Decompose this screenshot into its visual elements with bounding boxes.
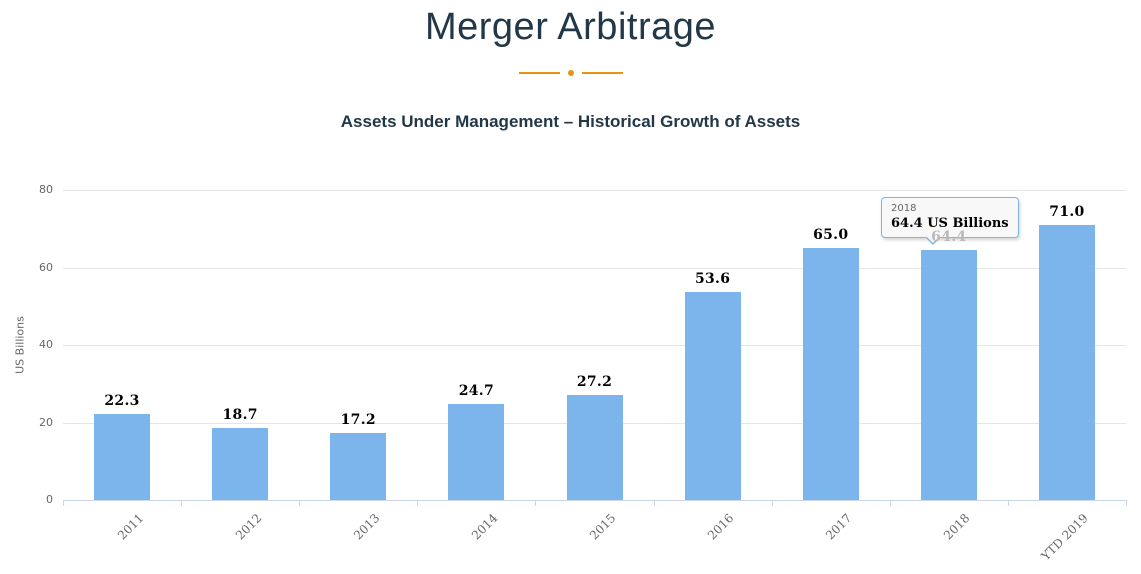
bar-value-label-2012: 18.7 (222, 406, 258, 423)
x-axis-line (63, 500, 1127, 501)
bar-2012[interactable] (212, 427, 269, 500)
bar-2014[interactable] (448, 404, 505, 500)
page-title: Merger Arbitrage (424, 6, 716, 48)
x-axis-tick (417, 500, 419, 506)
bar-value-label-2011: 22.3 (104, 392, 140, 409)
bar-2016[interactable] (684, 292, 741, 500)
gridline-80 (63, 190, 1126, 191)
y-axis-tick-label: 80 (39, 183, 53, 196)
y-axis-tick-label: 60 (39, 260, 53, 274)
x-axis-tick (535, 500, 537, 506)
bar-value-label-2016: 53.6 (694, 271, 731, 288)
x-axis-label-ytd-2019: YTD 2019 (1038, 511, 1091, 564)
bar-2011[interactable] (94, 413, 151, 500)
chart-subtitle: Assets Under Management – Historical Gro… (340, 112, 801, 131)
x-axis-label-2015: 2015 (586, 511, 619, 543)
bar-value-label-2017: 65.0 (813, 227, 849, 244)
bar-2013[interactable] (330, 433, 387, 500)
x-axis-label-2013: 2013 (350, 511, 383, 543)
bar-2017[interactable] (802, 248, 859, 500)
x-axis-label-2017: 2017 (823, 511, 855, 543)
tooltip-category: 2018 (891, 203, 917, 214)
gridline-60 (63, 267, 1126, 269)
divider-line-right (581, 72, 623, 74)
divider-dot (567, 70, 574, 76)
x-axis-tick (63, 500, 64, 506)
x-axis-label-2016: 2016 (705, 511, 737, 543)
bar-value-label-ytd-2019: 71.0 (1049, 203, 1085, 220)
x-axis-tick (181, 500, 183, 506)
title-divider (0, 66, 1141, 80)
x-axis-label-2011: 2011 (114, 511, 146, 543)
y-axis-tick-label: 0 (46, 493, 53, 506)
bar-value-label-2018: 64.4 (931, 229, 967, 246)
y-axis-tick-label: 40 (39, 338, 53, 351)
gridline-40 (63, 345, 1126, 346)
bar-2015[interactable] (566, 394, 623, 500)
x-axis-label-2014: 2014 (468, 511, 501, 543)
divider-line-left (518, 72, 560, 74)
bar-value-label-2014: 24.7 (458, 383, 495, 400)
x-axis-label-2012: 2012 (232, 511, 265, 543)
x-axis-tick (299, 500, 301, 506)
x-axis-label-2018: 2018 (941, 511, 973, 543)
x-axis-tick (889, 500, 891, 506)
x-axis-tick (1007, 500, 1009, 506)
bar-2018[interactable] (920, 250, 977, 500)
bar-ytd-2019[interactable] (1038, 224, 1095, 500)
y-axis-tick-label: 20 (39, 415, 53, 429)
bar-value-label-2013: 17.2 (340, 412, 376, 429)
x-axis-tick (653, 500, 655, 506)
bar-value-label-2015: 27.2 (576, 373, 613, 390)
x-axis-tick (1126, 500, 1127, 506)
x-axis-tick (771, 500, 773, 506)
